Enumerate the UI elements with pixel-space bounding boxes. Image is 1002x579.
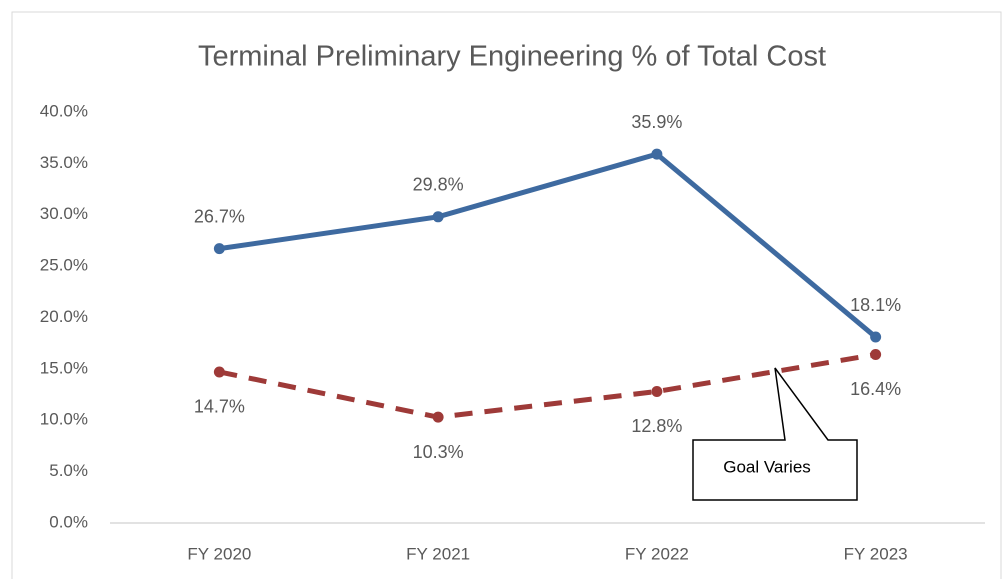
y-tick-label: 0.0% <box>49 512 88 531</box>
point <box>870 331 882 343</box>
point <box>213 243 225 255</box>
x-tick-label: FY 2022 <box>625 544 689 563</box>
x-tick-label: FY 2021 <box>406 544 470 563</box>
data-label: 29.8% <box>413 175 464 195</box>
chart-title: Terminal Preliminary Engineering % of To… <box>198 41 826 73</box>
data-label: 26.7% <box>194 206 245 226</box>
point <box>213 366 225 378</box>
point <box>651 385 663 397</box>
point <box>870 348 882 360</box>
point <box>432 211 444 223</box>
y-tick-label: 15.0% <box>40 358 88 377</box>
data-label: 35.9% <box>631 112 682 132</box>
data-label: 10.3% <box>413 442 464 462</box>
x-tick-label: FY 2020 <box>187 544 251 563</box>
x-tick-label: FY 2023 <box>844 544 908 563</box>
point <box>432 411 444 423</box>
series-line <box>219 151 878 339</box>
series-line <box>218 352 877 420</box>
y-tick-label: 40.0% <box>40 101 88 120</box>
point <box>651 148 663 160</box>
data-label: 14.7% <box>194 397 245 417</box>
y-tick-label: 20.0% <box>40 307 88 326</box>
y-tick-label: 35.0% <box>40 153 88 172</box>
annotation: Goal Varies <box>723 457 811 476</box>
data-label: 16.4% <box>850 379 901 399</box>
callout <box>692 367 858 501</box>
y-tick-label: 30.0% <box>40 204 88 223</box>
y-tick-label: 25.0% <box>40 256 88 275</box>
y-tick-label: 10.0% <box>40 410 88 429</box>
data-label: 12.8% <box>631 416 682 436</box>
y-tick-label: 5.0% <box>49 461 88 480</box>
data-label: 18.1% <box>850 295 901 315</box>
